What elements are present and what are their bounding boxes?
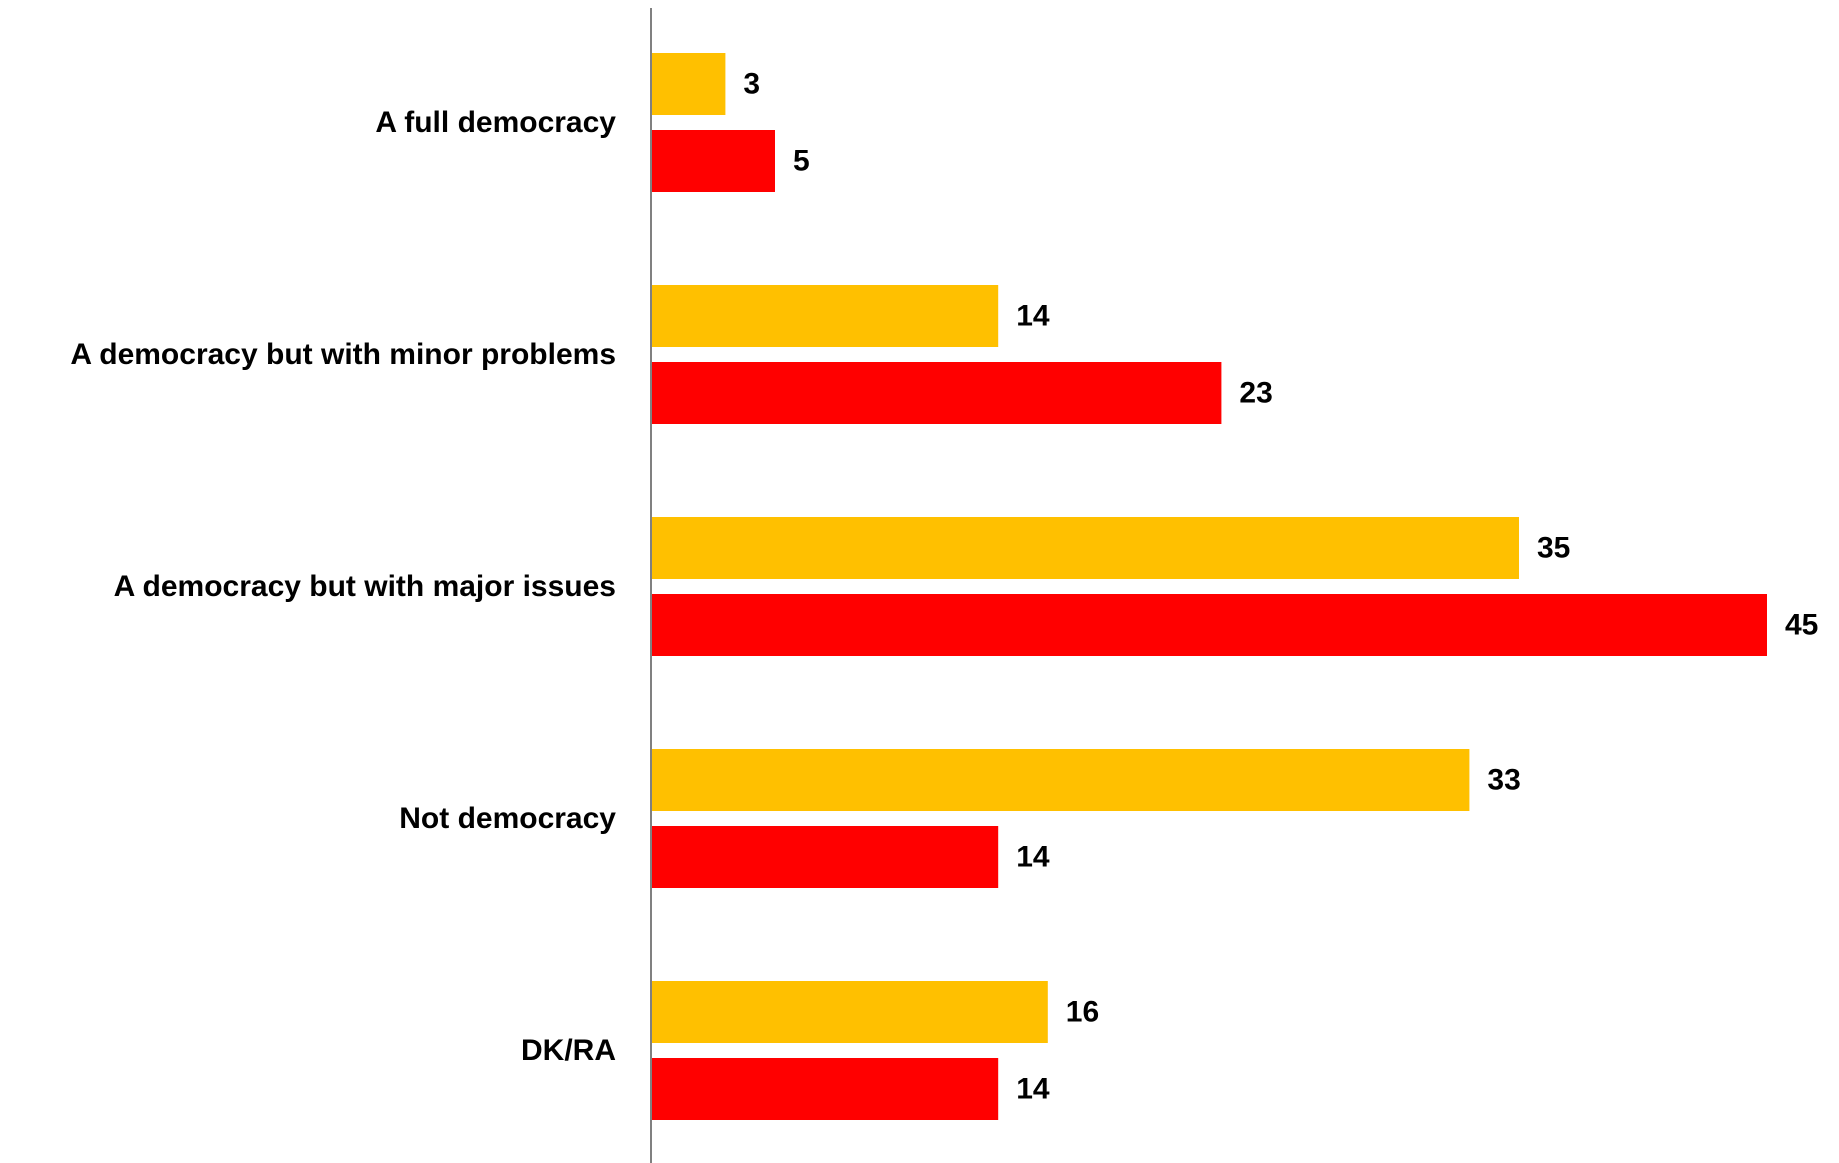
category-label-5: DK/RA <box>521 1034 616 1067</box>
bar-2-4 <box>651 826 999 888</box>
category-labels-layer: A full democracy A democracy but with min… <box>70 106 616 1067</box>
data-label-1-5: 16 <box>1066 996 1099 1029</box>
category-label-3: A democracy but with major issues <box>114 570 616 603</box>
data-label-2-4: 14 <box>1016 841 1050 874</box>
bars-layer <box>651 53 1767 1120</box>
category-label-2: A democracy but with minor problems <box>70 338 616 371</box>
data-label-1-4: 33 <box>1487 764 1520 797</box>
data-label-1-2: 14 <box>1016 300 1050 333</box>
bar-1-2 <box>651 285 999 347</box>
data-label-1-1: 3 <box>743 68 760 101</box>
bar-1-3 <box>651 517 1519 579</box>
data-label-1-3: 35 <box>1537 532 1570 565</box>
bar-2-5 <box>651 1058 999 1120</box>
category-label-1: A full democracy <box>375 106 616 139</box>
bar-1-5 <box>651 981 1048 1043</box>
bar-1-1 <box>651 53 726 115</box>
bar-2-1 <box>651 130 775 192</box>
bar-2-3 <box>651 594 1767 656</box>
data-label-2-3: 45 <box>1785 609 1818 642</box>
data-label-2-2: 23 <box>1239 377 1272 410</box>
data-label-2-5: 14 <box>1016 1073 1050 1106</box>
data-label-2-1: 5 <box>793 145 810 178</box>
category-label-4: Not democracy <box>399 802 616 835</box>
bar-2-2 <box>651 362 1222 424</box>
bar-1-4 <box>651 749 1470 811</box>
